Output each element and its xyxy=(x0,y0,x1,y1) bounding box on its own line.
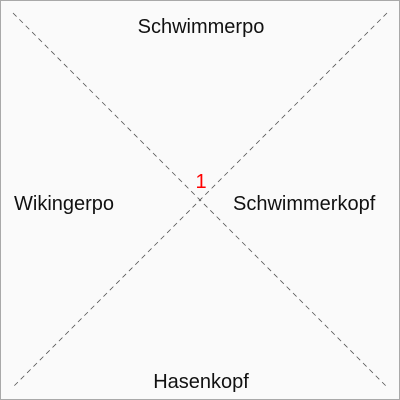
label-left: Wikingerpo xyxy=(14,193,115,215)
label-right: Schwimmerkopf xyxy=(233,193,376,215)
label-top: Schwimmerpo xyxy=(137,16,265,38)
label-bottom: Hasenkopf xyxy=(153,371,249,393)
diagonal-top-right-to-bottom-left xyxy=(12,12,388,388)
center-number: 1 xyxy=(195,171,207,193)
